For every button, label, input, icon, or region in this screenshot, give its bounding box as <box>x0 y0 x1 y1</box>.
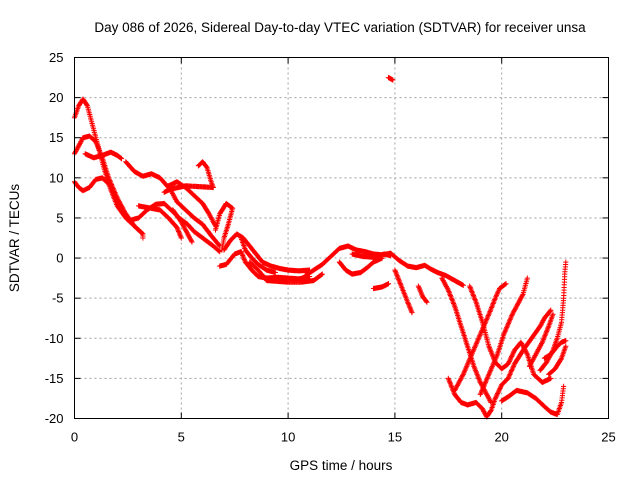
plot-frame <box>74 57 609 419</box>
axis-ticks: 0 5 10 15 20 25 -20 -15 -10 -5 0 5 10 15 20 25 <box>45 50 616 445</box>
y-tick-label: -20 <box>45 411 64 426</box>
marker-plus-points <box>385 75 396 83</box>
marker-plus-points <box>82 149 125 162</box>
marker-plus-points <box>212 200 236 253</box>
x-tick-label: 15 <box>388 430 402 445</box>
series-arc-9 <box>161 159 216 195</box>
series-arc-22 <box>439 275 494 406</box>
marker-plus-points <box>439 275 494 406</box>
y-tick-label: 25 <box>49 50 63 65</box>
x-tick-label: 10 <box>281 430 295 445</box>
marker-plus-points <box>541 338 569 361</box>
series-arc-27 <box>499 383 567 418</box>
marker-plus-points <box>71 96 146 237</box>
grid-lines <box>74 57 609 419</box>
y-tick-label: 15 <box>49 130 63 145</box>
y-tick-label: -15 <box>45 371 64 386</box>
y-tick-label: 5 <box>56 210 63 225</box>
marker-plus-points <box>136 203 184 241</box>
series-arc-26 <box>477 275 530 397</box>
series-arc-23 <box>445 307 554 420</box>
series-arc-3 <box>82 149 125 162</box>
series-arc-1 <box>71 96 146 237</box>
series-arc-28 <box>526 311 556 369</box>
marker-plus-points <box>499 383 567 418</box>
series-arc-15 <box>302 243 466 288</box>
marker-plus-points <box>546 343 569 377</box>
y-tick-label: 0 <box>56 251 63 266</box>
marker-plus-points <box>349 251 394 260</box>
x-tick-label: 25 <box>601 430 615 445</box>
marker-plus-points <box>336 255 385 277</box>
y-tick-label: 10 <box>49 170 63 185</box>
y-tick-label: -5 <box>52 291 64 306</box>
marker-plus-points <box>445 307 554 420</box>
marker-plus-points <box>247 259 325 285</box>
y-tick-label: 20 <box>49 90 63 105</box>
x-tick-label: 0 <box>71 430 78 445</box>
y-axis-label: SDTVAR / TECUs <box>7 184 22 293</box>
chart-title: Day 086 of 2026, Sidereal Day-to-day VTE… <box>94 20 586 35</box>
series-arc-14 <box>238 235 278 276</box>
series-arc-13 <box>247 259 325 285</box>
series-arc-8 <box>170 207 195 245</box>
marker-plus-points <box>170 207 195 245</box>
x-tick-label: 5 <box>178 430 185 445</box>
marker-plus-points <box>238 235 278 276</box>
series-arc-16 <box>336 255 385 277</box>
y-tick-label: -10 <box>45 331 64 346</box>
series-arc-20 <box>392 267 415 316</box>
marker-plus-points <box>370 281 392 292</box>
series-arc-17 <box>349 251 394 260</box>
marker-plus-points <box>415 283 430 305</box>
x-axis-label: GPS time / hours <box>290 458 393 473</box>
series-arc-7 <box>136 203 184 241</box>
series-arc-21 <box>415 283 430 305</box>
data-points <box>71 75 569 420</box>
marker-plus-points <box>161 159 216 195</box>
marker-plus-points <box>302 243 466 288</box>
marker-plus-points <box>392 267 415 316</box>
marker-plus-points <box>526 311 556 369</box>
series-arc-18 <box>385 75 396 83</box>
x-tick-label: 20 <box>494 430 508 445</box>
series-arc-31 <box>546 343 569 377</box>
series-arc-30 <box>541 338 569 361</box>
series-arc-10 <box>212 200 236 253</box>
series-arc-19 <box>370 281 392 292</box>
marker-plus-points <box>477 275 530 397</box>
